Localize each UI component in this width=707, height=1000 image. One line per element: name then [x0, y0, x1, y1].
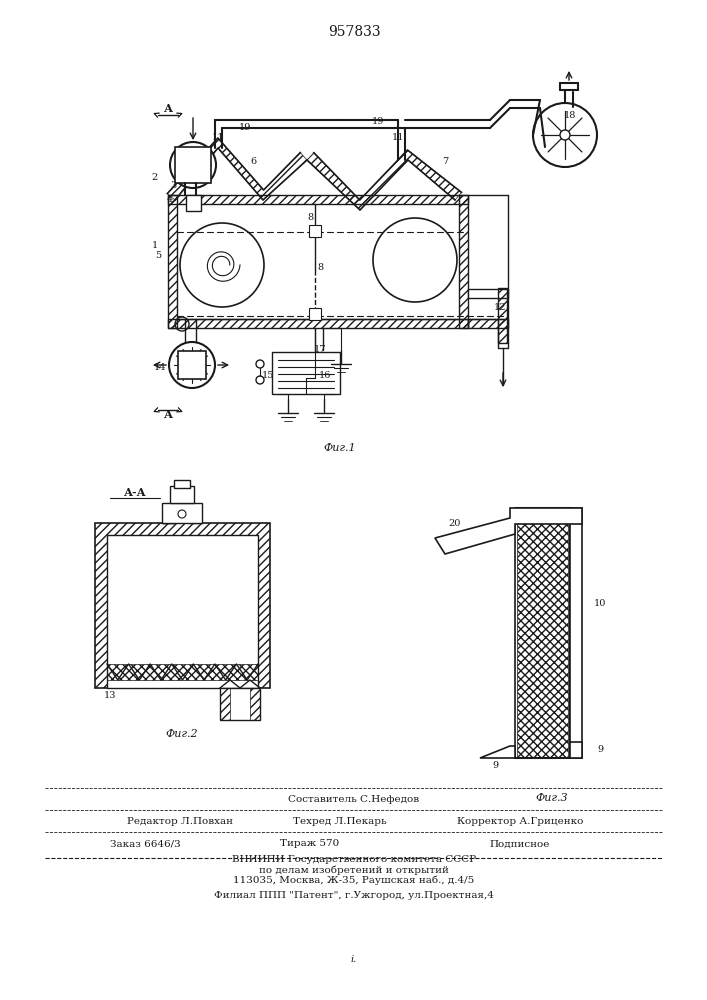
Bar: [309, 308, 321, 320]
Text: Заказ 6646/3: Заказ 6646/3: [110, 840, 180, 848]
Bar: [186, 195, 201, 211]
Text: 5: 5: [155, 250, 161, 259]
Text: 14: 14: [153, 363, 166, 372]
Text: 8: 8: [307, 214, 313, 223]
Bar: [570, 742, 582, 758]
Bar: [570, 508, 582, 758]
Text: 10: 10: [594, 598, 606, 607]
Bar: [107, 664, 258, 680]
Bar: [168, 195, 177, 328]
Text: 6: 6: [250, 157, 256, 166]
Bar: [107, 535, 258, 688]
Text: 20: 20: [449, 518, 461, 528]
Circle shape: [560, 130, 570, 140]
Bar: [174, 480, 190, 488]
Text: Фиг.2: Фиг.2: [165, 729, 198, 739]
Bar: [468, 319, 508, 328]
Text: 15: 15: [262, 370, 274, 379]
Bar: [168, 195, 468, 204]
Bar: [309, 225, 321, 237]
Bar: [517, 508, 568, 758]
Circle shape: [180, 223, 264, 307]
Bar: [220, 688, 230, 720]
Text: А: А: [163, 410, 173, 420]
Text: 957833: 957833: [327, 25, 380, 39]
Text: 12: 12: [493, 304, 506, 312]
Bar: [250, 688, 260, 720]
Text: 13: 13: [104, 692, 116, 700]
Text: 11: 11: [392, 133, 404, 142]
Bar: [459, 195, 468, 328]
Text: ВНИИПИ Государственного комитета СССР: ВНИИПИ Государственного комитета СССР: [232, 856, 476, 864]
Circle shape: [169, 342, 215, 388]
Bar: [95, 523, 270, 688]
Text: 9: 9: [597, 746, 603, 754]
Bar: [220, 688, 260, 720]
Text: 19: 19: [239, 123, 251, 132]
Text: i.: i.: [351, 956, 357, 964]
Circle shape: [256, 360, 264, 368]
Text: 7: 7: [442, 157, 448, 166]
Text: 113035, Москва, Ж-35, Раушская наб., д.4/5: 113035, Москва, Ж-35, Раушская наб., д.4…: [233, 875, 474, 885]
Text: Фиг.3: Фиг.3: [536, 793, 568, 803]
Text: 4: 4: [167, 196, 173, 205]
Text: Филиал ППП "Патент", г.Ужгород, ул.Проектная,4: Филиал ППП "Патент", г.Ужгород, ул.Проек…: [214, 890, 494, 900]
Text: Техред Л.Пекарь: Техред Л.Пекарь: [293, 816, 387, 826]
Circle shape: [178, 510, 186, 518]
Text: 2: 2: [152, 174, 158, 182]
Text: 17: 17: [314, 346, 326, 355]
Text: 9: 9: [492, 762, 498, 770]
Text: по делам изобретений и открытий: по делам изобретений и открытий: [259, 865, 449, 875]
Text: Подписное: Подписное: [490, 840, 550, 848]
Polygon shape: [480, 746, 515, 758]
Bar: [178, 351, 206, 379]
Text: Тираж 570: Тираж 570: [281, 840, 339, 848]
Circle shape: [170, 142, 216, 188]
Circle shape: [187, 360, 197, 370]
Circle shape: [373, 218, 457, 302]
Text: Фиг.1: Фиг.1: [324, 443, 356, 453]
Text: А: А: [163, 103, 173, 113]
Text: Редактор Л.Повхан: Редактор Л.Повхан: [127, 816, 233, 826]
Bar: [498, 288, 507, 343]
Bar: [170, 486, 194, 503]
Text: 16: 16: [319, 370, 331, 379]
Text: 19: 19: [372, 117, 384, 126]
Text: Составитель С.Нефедов: Составитель С.Нефедов: [288, 794, 419, 804]
Circle shape: [256, 376, 264, 384]
Text: 8: 8: [317, 263, 323, 272]
Bar: [162, 503, 202, 523]
Text: 11: 11: [212, 133, 224, 142]
Bar: [168, 319, 468, 328]
Text: 18: 18: [563, 110, 576, 119]
Text: 1: 1: [152, 240, 158, 249]
Text: 3: 3: [170, 180, 176, 190]
Polygon shape: [435, 508, 582, 554]
Circle shape: [188, 160, 198, 170]
Text: А-А: А-А: [124, 488, 146, 498]
Text: Корректор А.Гриценко: Корректор А.Гриценко: [457, 816, 583, 826]
Bar: [175, 147, 211, 183]
Bar: [468, 289, 508, 298]
Circle shape: [533, 103, 597, 167]
Bar: [272, 352, 340, 394]
